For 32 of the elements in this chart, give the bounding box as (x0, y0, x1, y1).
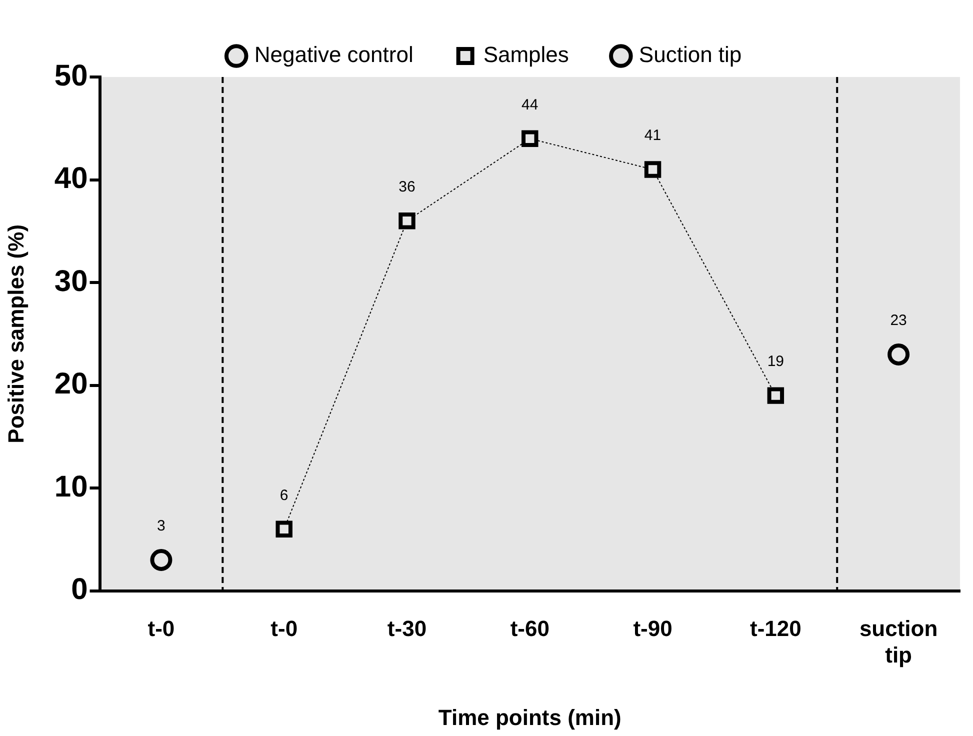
y-tick-label: 50 (54, 59, 88, 92)
data-label: 23 (890, 312, 907, 330)
point (276, 520, 292, 538)
x-tick-label: suction tip (859, 616, 938, 668)
x-tick-label: t-60 (510, 616, 550, 642)
data-label: 19 (767, 353, 784, 370)
point (522, 130, 538, 148)
point (767, 387, 784, 404)
legend-label: Samples (483, 42, 569, 68)
y-tick-label: 30 (54, 264, 88, 298)
y-tick-label: 0 (71, 573, 88, 606)
point (644, 161, 662, 178)
data-label: 3 (157, 518, 166, 535)
y-tick-label: 10 (54, 470, 88, 504)
x-tick-label: t-30 (387, 616, 427, 642)
legend-label: Negative control (254, 42, 414, 68)
data-label: 44 (522, 96, 538, 114)
x-tick-label: t-120 (750, 616, 802, 642)
point (888, 343, 910, 366)
point (150, 548, 172, 571)
y-tick-label: 40 (54, 162, 88, 196)
y-axis-title: Positive samples (%) (3, 224, 28, 444)
data-label: 36 (398, 178, 416, 196)
x-tick-label: t-90 (633, 616, 672, 642)
x-axis-title: Time points (min) (438, 704, 622, 730)
point (398, 212, 416, 230)
x-tick-label: t-0 (148, 616, 175, 642)
y-tick-label: 20 (54, 368, 88, 401)
legend-label: Suction tip (638, 42, 742, 68)
data-label: 6 (280, 486, 288, 504)
data-label: 41 (644, 127, 662, 144)
x-tick-label: t-0 (270, 616, 298, 642)
